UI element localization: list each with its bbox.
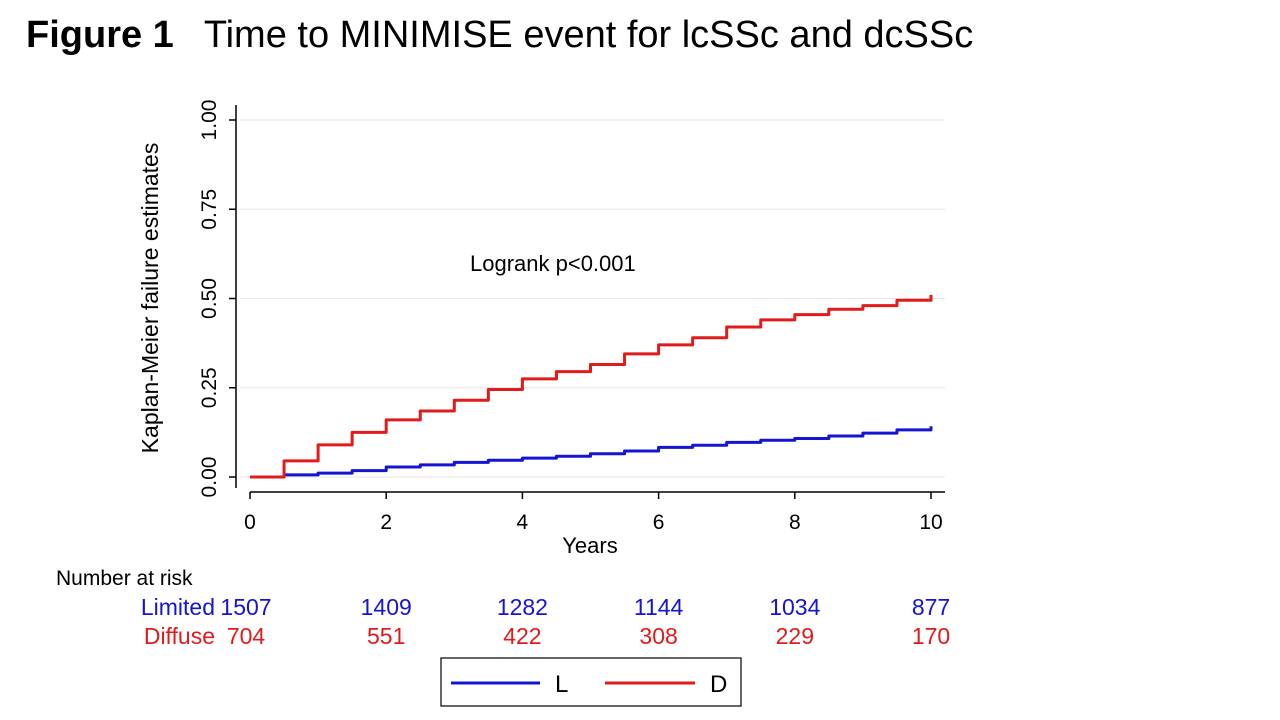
- x-tick-label: 0: [244, 511, 256, 534]
- x-tick-label: 4: [517, 511, 529, 534]
- x-axis-title: Years: [562, 533, 617, 558]
- y-tick-label: 0.50: [198, 278, 221, 319]
- risk-value: 308: [639, 623, 677, 649]
- risk-value: 229: [776, 623, 814, 649]
- risk-value: 1282: [497, 594, 548, 620]
- x-tick-label: 10: [919, 511, 942, 534]
- axes: [235, 105, 945, 493]
- x-tick-label: 6: [653, 511, 665, 534]
- y-tick-label: 0.75: [198, 189, 221, 230]
- figure-title-text: Time to MINIMISE event for lcSSc and dcS…: [203, 14, 974, 56]
- y-axis-title: Kaplan-Meier failure estimates: [137, 143, 163, 454]
- risk-value: 551: [367, 623, 405, 649]
- risk-row-label: Diffuse: [144, 623, 215, 649]
- legend-label-limited: L: [555, 671, 568, 698]
- logrank-annotation: Logrank p<0.001: [470, 251, 636, 276]
- legend: L D: [440, 657, 742, 707]
- risk-value: 1034: [769, 594, 820, 620]
- legend-label-diffuse: D: [710, 671, 727, 698]
- risk-value: 1144: [634, 594, 684, 620]
- series: [250, 294, 933, 479]
- risk-value: 704: [227, 623, 266, 649]
- risk-value: 877: [912, 594, 950, 620]
- risk-table-header: Number at risk: [56, 567, 193, 590]
- risk-value: 422: [503, 623, 541, 649]
- figure-label: Figure 1: [26, 14, 174, 56]
- y-tick-label: 0.00: [198, 457, 221, 498]
- figure-title: Figure 1 Time to MINIMISE event for lcSSc…: [26, 14, 973, 57]
- risk-row-label: Limited: [141, 594, 215, 620]
- y-tick-label: 1.00: [198, 100, 221, 141]
- risk-value: 1507: [220, 594, 271, 620]
- grid-lines: [240, 119, 945, 478]
- y-tick-label: 0.25: [198, 367, 221, 408]
- x-tick-label: 8: [789, 511, 801, 534]
- series-line-D: [250, 294, 933, 479]
- risk-table: Limited 1507 1409 1282 1144 1034 877 Diffuse 704…: [141, 594, 950, 649]
- risk-value: 1409: [361, 594, 412, 620]
- risk-value: 170: [912, 623, 950, 649]
- ticks: 0.00 0.25 0.50 0.75 1.00 0 2 4 6 8 10: [198, 100, 943, 534]
- x-tick-label: 2: [380, 511, 392, 534]
- series-line-L: [250, 426, 933, 479]
